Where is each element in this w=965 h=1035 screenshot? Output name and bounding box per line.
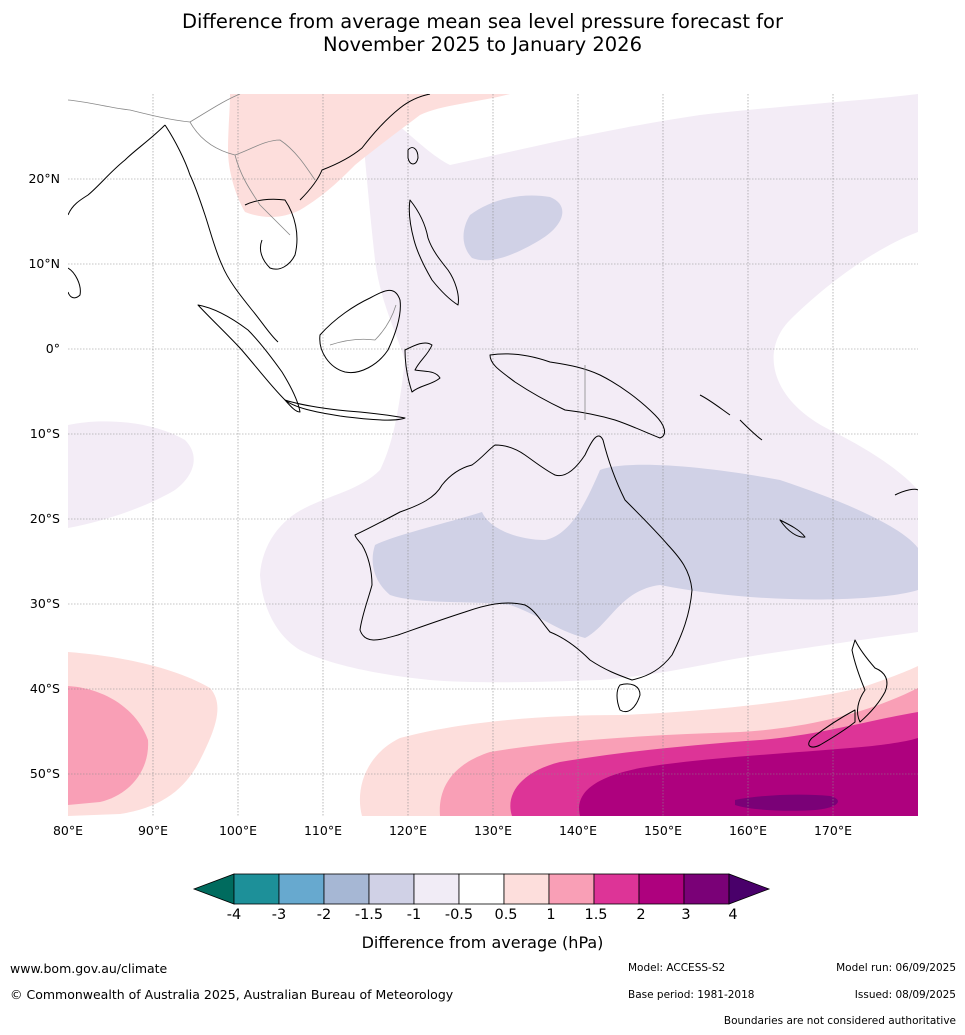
colorbar-tick: 2	[636, 907, 646, 923]
coastline-java	[284, 399, 406, 421]
website-link[interactable]: www.bom.gov.au/climate	[10, 961, 168, 976]
contour-pink-mid-west	[68, 686, 149, 805]
contour-pink-asia	[228, 94, 510, 217]
coastline-solomons	[699, 394, 763, 441]
title-line-2: November 2025 to January 2026	[323, 33, 642, 56]
title-line-1: Difference from average mean sea level p…	[182, 10, 783, 33]
lat-label-20s: 20°S	[29, 511, 60, 526]
lat-label-30s: 30°S	[29, 596, 60, 611]
coastline-nz-south	[808, 709, 856, 748]
coastline-tasmania	[616, 683, 641, 713]
colorbar-tick: 0.5	[494, 907, 518, 923]
disclaimer-text: Boundaries are not considered authoritat…	[723, 1015, 956, 1027]
coastline-new-guinea	[489, 353, 666, 439]
contour-grey-philippines	[463, 195, 563, 261]
lat-label-10n: 10°N	[28, 256, 60, 271]
lat-label-0: 0°	[45, 341, 60, 356]
coastlines	[68, 94, 918, 748]
coastline-india	[68, 124, 166, 216]
contour-purple	[735, 794, 838, 811]
lat-label-10s: 10°S	[29, 426, 60, 441]
coastline-sumatra	[197, 304, 301, 413]
coastline-sulawesi	[404, 342, 441, 393]
lon-label-110e: 110°E	[303, 823, 342, 838]
chart-title: Difference from average mean sea level p…	[0, 10, 965, 56]
lat-label-40s: 40°S	[29, 681, 60, 696]
coastline-philippines	[408, 199, 459, 306]
lon-label-150e: 150°E	[643, 823, 682, 838]
contour-grey-australia	[372, 464, 918, 638]
lat-label-20n: 20°N	[28, 171, 60, 186]
lon-label-90e: 90°E	[137, 823, 169, 838]
lon-label-80e: 80°E	[52, 823, 84, 838]
colorbar-tick: -3	[271, 907, 287, 923]
lon-label-140e: 140°E	[558, 823, 597, 838]
coastline-myanmar-malaya	[164, 124, 279, 343]
colorbar-tick: 1.5	[584, 907, 608, 923]
coastline-australia	[354, 435, 693, 681]
model-text: Model: ACCESS-S2	[628, 962, 726, 974]
colorbar-tick: -1	[406, 907, 422, 923]
lat-label-50s: 50°S	[29, 766, 60, 781]
lon-label-100e: 100°E	[218, 823, 257, 838]
colorbar-label: Difference from average (hPa)	[361, 933, 604, 952]
lon-label-170e: 170°E	[813, 823, 852, 838]
coastline-taiwan	[407, 147, 419, 165]
coastline-sri-lanka	[68, 267, 81, 299]
colorbar-tick: -4	[226, 907, 242, 923]
colorbar-tick: -2	[316, 907, 332, 923]
country-borders	[68, 94, 586, 420]
coastline-fiji	[894, 488, 918, 496]
colorbar-tick: 4	[728, 907, 738, 923]
base-period-text: Base period: 1981-2018	[628, 989, 755, 1001]
model-run-text: Model run: 06/09/2025	[836, 962, 956, 974]
colorbar-tick: -0.5	[444, 907, 474, 923]
coastline-indochina	[244, 94, 431, 270]
copyright-text: © Commonwealth of Australia 2025, Austra…	[10, 987, 454, 1002]
coastline-borneo	[319, 289, 401, 374]
issued-text: Issued: 08/09/2025	[854, 989, 956, 1001]
contour-lavender-west	[68, 421, 194, 528]
colorbar-tick: 1	[546, 907, 556, 923]
lon-label-120e: 120°E	[388, 823, 427, 838]
colorbar-tick: 3	[681, 907, 691, 923]
lon-label-130e: 130°E	[473, 823, 512, 838]
lon-label-160e: 160°E	[728, 823, 767, 838]
map-area	[68, 94, 918, 816]
coastline-new-caledonia	[779, 519, 806, 538]
graticule	[68, 94, 918, 816]
colorbar-tick: -1.5	[354, 907, 384, 923]
coastline-nz-north	[851, 639, 888, 723]
